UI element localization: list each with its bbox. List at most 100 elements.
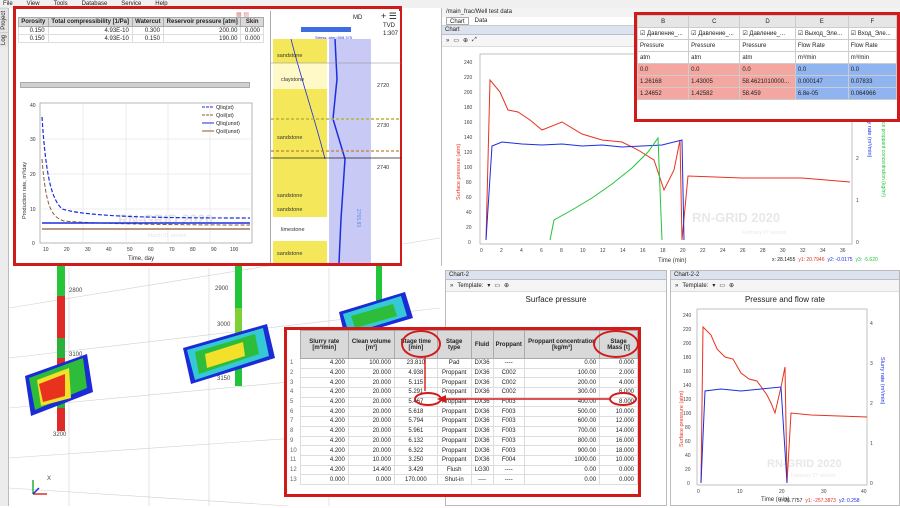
- table-cell[interactable]: 4.200: [299, 425, 349, 437]
- table-cell[interactable]: F003: [492, 416, 525, 427]
- table-row[interactable]: 11 4.200 10.000 3.250 Proppant DX36 F004 1000.0…: [287, 454, 638, 466]
- zoom-icon[interactable]: ⊕: [463, 38, 469, 44]
- table-cell[interactable]: 100.000: [347, 358, 395, 369]
- table-cell[interactable]: ----: [492, 464, 525, 476]
- table-cell[interactable]: 3.250: [393, 454, 438, 466]
- table-cell[interactable]: Proppant: [436, 367, 472, 379]
- table-cell[interactable]: Proppant: [436, 406, 472, 418]
- table-cell[interactable]: 6.132: [393, 435, 438, 447]
- table-cell[interactable]: 5.961: [393, 425, 438, 437]
- table-cell[interactable]: DX36: [470, 358, 494, 369]
- table-cell[interactable]: 5.115: [393, 377, 438, 389]
- table-cell[interactable]: 4.200: [299, 435, 349, 447]
- table-cell[interactable]: DX36: [470, 416, 494, 427]
- tab-log[interactable]: Log: [0, 31, 8, 47]
- table-row[interactable]: 10 4.200 20.000 6.322 Proppant DX36 F003 900.00…: [287, 445, 638, 456]
- table-row[interactable]: 7 4.200 20.000 5.794 Proppant DX36 F003 600.00 1…: [287, 416, 638, 427]
- table-row[interactable]: 9 4.200 20.000 6.132 Proppant DX36 F003 800.00 1…: [287, 435, 638, 447]
- table-cell[interactable]: Flush: [436, 464, 472, 476]
- table-cell[interactable]: 20.000: [347, 425, 395, 437]
- table-cell[interactable]: DX36: [470, 435, 494, 447]
- table-cell[interactable]: 4.938: [393, 367, 438, 379]
- table-cell[interactable]: DX36: [470, 367, 494, 379]
- menu-help[interactable]: Help: [155, 1, 168, 7]
- table-cell[interactable]: 14.000: [599, 425, 638, 437]
- table-cell[interactable]: ----: [470, 474, 494, 485]
- save-icon[interactable]: ▭: [494, 283, 501, 289]
- table-cell[interactable]: 20.000: [347, 377, 395, 389]
- table-row[interactable]: 13 0.000 0.000 170.000 Shut-in ---- ---- 0.00 0.…: [287, 474, 638, 485]
- table-cell[interactable]: 0.00: [523, 358, 601, 369]
- table-cell[interactable]: 4.200: [299, 445, 349, 456]
- table-cell[interactable]: 3.429: [393, 464, 438, 476]
- table-cell[interactable]: DX36: [470, 445, 494, 456]
- table-cell[interactable]: 10.000: [599, 454, 638, 466]
- table-cell[interactable]: 10.000: [347, 454, 395, 466]
- toolbar-icons[interactable]: ▦ ▤: [236, 12, 250, 18]
- table-cell[interactable]: C002: [492, 367, 525, 379]
- tab-data[interactable]: Data: [474, 18, 488, 24]
- table-cell[interactable]: 4.200: [299, 454, 349, 466]
- table-row[interactable]: 0.150 4.93E-10 0.150 190.00 0.000: [18, 34, 264, 43]
- table-row[interactable]: 2 4.200 20.000 4.938 Proppant DX36 C002 100.00 2…: [287, 367, 638, 379]
- table-cell[interactable]: 700.00: [523, 425, 601, 437]
- table-cell[interactable]: DX36: [470, 377, 494, 389]
- zoom-icon[interactable]: ⊕: [729, 283, 735, 289]
- table-cell[interactable]: 12.000: [599, 416, 638, 427]
- menu-file[interactable]: File: [3, 1, 13, 7]
- table-row[interactable]: 6 4.200 20.000 5.618 Proppant DX36 F003 500.00 1…: [287, 406, 638, 418]
- table-cell[interactable]: Proppant: [436, 377, 472, 389]
- add-icon[interactable]: + ☰: [381, 11, 397, 21]
- template-dropdown[interactable]: ▾: [712, 283, 716, 289]
- toolbar-arrow-icon[interactable]: »: [675, 282, 679, 289]
- table-cell[interactable]: 4.200: [299, 396, 349, 408]
- tab-project[interactable]: Project: [0, 8, 8, 32]
- table-row[interactable]: 3 4.200 20.000 5.115 Proppant DX36 C002 200.00 4…: [287, 377, 638, 389]
- table-cell[interactable]: Shut-in: [436, 474, 472, 485]
- table-cell[interactable]: DX36: [470, 454, 494, 466]
- table-cell[interactable]: 20.000: [347, 396, 395, 408]
- table-cell[interactable]: 20.000: [347, 387, 395, 398]
- table-cell[interactable]: 0.000: [299, 474, 349, 485]
- table-cell[interactable]: 1000.00: [523, 454, 601, 466]
- table-cell[interactable]: 16.000: [599, 435, 638, 447]
- table-cell[interactable]: 5.794: [393, 416, 438, 427]
- table-cell[interactable]: 500.00: [523, 406, 601, 418]
- table-cell[interactable]: 0.000: [347, 474, 395, 485]
- save-icon[interactable]: ▭: [453, 38, 460, 44]
- save-icon[interactable]: ▭: [719, 283, 726, 289]
- table-cell[interactable]: 5.618: [393, 406, 438, 418]
- table-cell[interactable]: 20.000: [347, 445, 395, 456]
- table-cell[interactable]: LG30: [470, 464, 494, 476]
- menu-database[interactable]: Database: [81, 1, 108, 7]
- table-cell[interactable]: 100.00: [523, 367, 601, 379]
- table-cell[interactable]: 4.200: [299, 358, 349, 369]
- table-cell[interactable]: Proppant: [436, 435, 472, 447]
- menu-tools[interactable]: Tools: [53, 1, 68, 7]
- table-cell[interactable]: 4.000: [599, 377, 638, 389]
- table-cell[interactable]: 20.000: [347, 416, 395, 427]
- col-checkbox[interactable]: ☑ Вход_Элe...: [847, 27, 898, 40]
- table-cell[interactable]: 4.200: [299, 377, 349, 389]
- template-dropdown[interactable]: ▾: [487, 283, 491, 289]
- table-cell[interactable]: ----: [492, 474, 525, 485]
- table-cell[interactable]: 10.000: [599, 406, 638, 418]
- well-log-track[interactable]: MD TVD 1:307 + ☰ Stress, atm=508.375 san…: [270, 11, 401, 263]
- fracture-1[interactable]: [25, 354, 93, 416]
- table-cell[interactable]: 0.000: [599, 474, 638, 485]
- table-cell[interactable]: 20.000: [347, 435, 395, 447]
- pressure-flow-chart[interactable]: RN-GRID 2020 February 27 version Surface…: [671, 307, 899, 503]
- table-cell[interactable]: DX36: [470, 425, 494, 437]
- table-cell[interactable]: Proppant: [436, 454, 472, 466]
- table-cell[interactable]: 20.000: [347, 406, 395, 418]
- table-cell[interactable]: 900.00: [523, 445, 601, 456]
- table-cell[interactable]: Proppant: [436, 425, 472, 437]
- table-cell[interactable]: 0.00: [523, 474, 601, 485]
- table-cell[interactable]: Proppant: [436, 416, 472, 427]
- fracture-2[interactable]: [183, 324, 275, 384]
- table-cell[interactable]: 23.810: [393, 358, 438, 369]
- col-checkbox[interactable]: ☑ Давление_...: [636, 27, 690, 40]
- table-cell[interactable]: F003: [492, 406, 525, 418]
- col-checkbox[interactable]: ☑ Выход_Элe...: [794, 27, 849, 40]
